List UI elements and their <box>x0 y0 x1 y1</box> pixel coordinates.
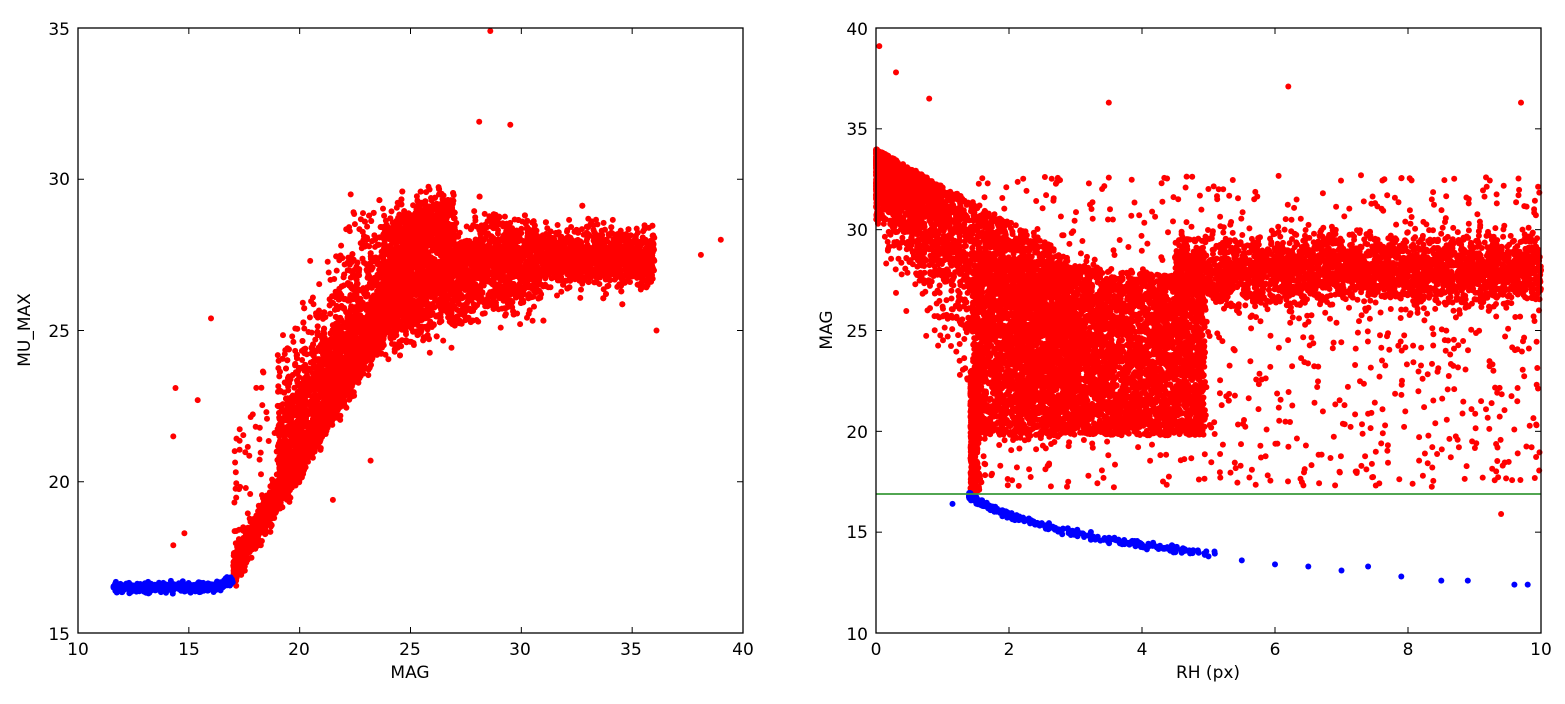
left-xaxis-label: MAG <box>390 663 429 683</box>
right-ytick-1: 15 <box>846 523 868 543</box>
left-xtick-3: 25 <box>399 640 421 660</box>
right-ytick-4: 30 <box>846 221 868 241</box>
right-yaxis-label: MAG <box>817 310 837 349</box>
left-xtick-6: 40 <box>732 640 754 660</box>
right-scatter-plot: 0 2 4 6 8 10 10 15 20 25 30 35 40 RH (px… <box>817 20 1552 683</box>
right-xtick-4: 8 <box>1403 640 1414 660</box>
left-xtick-0: 10 <box>67 640 89 660</box>
right-xaxis-label: RH (px) <box>1176 663 1240 683</box>
left-ytick-3: 30 <box>48 170 70 190</box>
left-data-points <box>111 28 724 597</box>
left-xtick-5: 35 <box>620 640 642 660</box>
left-ytick-2: 25 <box>48 322 70 342</box>
left-xtick-2: 20 <box>288 640 310 660</box>
left-ytick-0: 15 <box>48 625 70 645</box>
right-xtick-5: 10 <box>1530 640 1552 660</box>
right-ytick-6: 40 <box>846 20 868 40</box>
left-ytick-4: 35 <box>48 20 70 40</box>
right-ytick-2: 20 <box>846 423 868 443</box>
left-ytick-1: 20 <box>48 473 70 493</box>
right-xtick-3: 6 <box>1270 640 1281 660</box>
right-xtick-0: 0 <box>871 640 882 660</box>
right-data-points <box>873 43 1544 588</box>
left-scatter-plot: 10 15 20 25 30 35 40 15 20 25 30 35 MAG … <box>15 20 754 683</box>
left-yaxis-label: MU_MAX <box>15 293 35 367</box>
left-xtick-4: 30 <box>509 640 531 660</box>
right-xtick-1: 2 <box>1004 640 1015 660</box>
right-ytick-0: 10 <box>846 625 868 645</box>
right-ytick-3: 25 <box>846 322 868 342</box>
left-xtick-1: 15 <box>178 640 200 660</box>
right-xtick-2: 4 <box>1137 640 1148 660</box>
right-ytick-5: 35 <box>846 120 868 140</box>
